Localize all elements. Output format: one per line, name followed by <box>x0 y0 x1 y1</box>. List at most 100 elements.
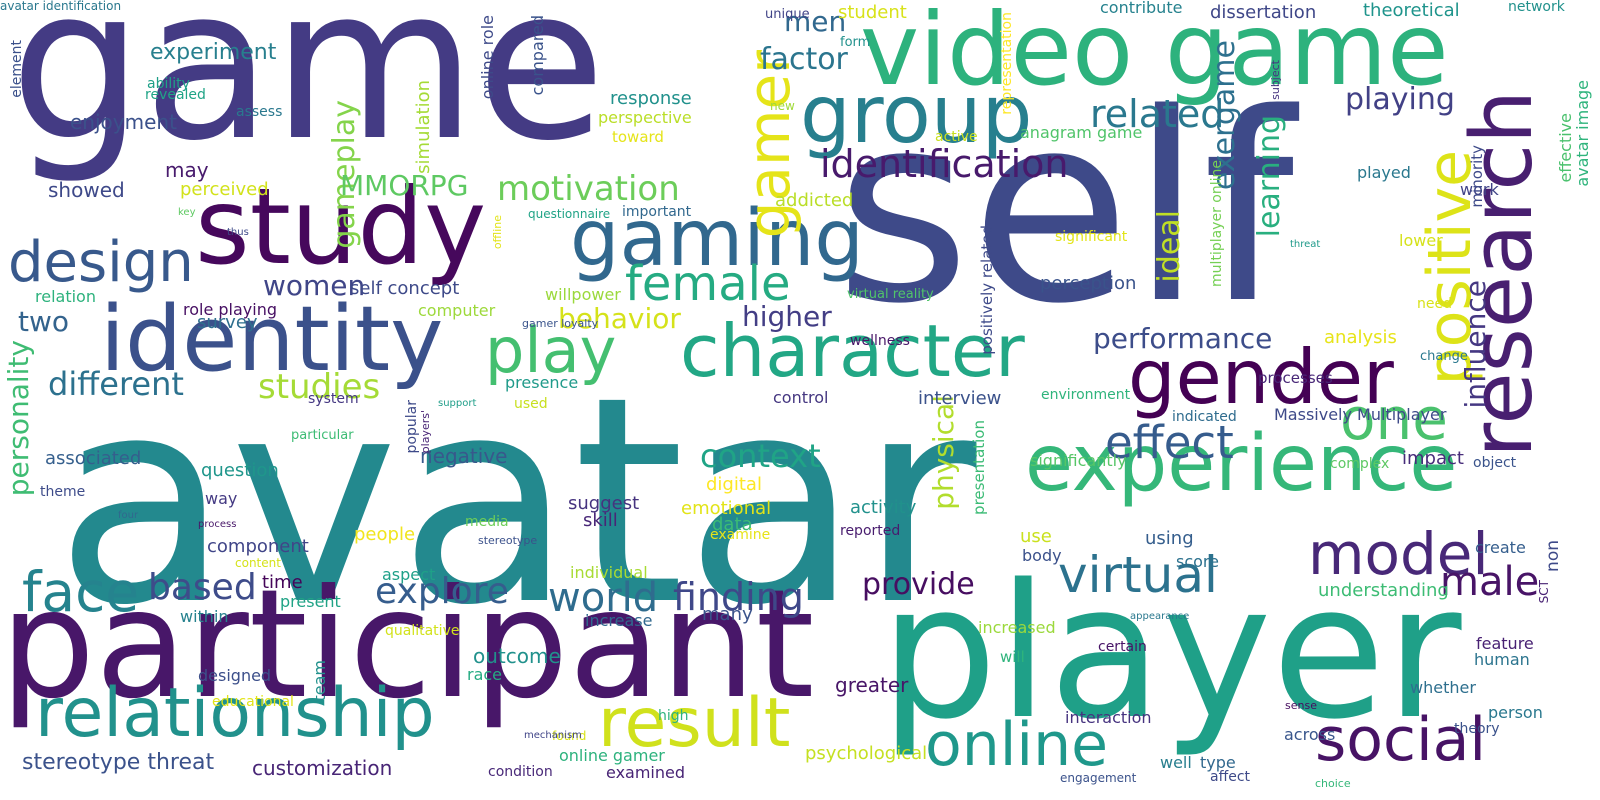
word-many: many <box>702 604 753 625</box>
word-negative: negative <box>420 444 508 468</box>
word-personality: personality <box>2 340 35 497</box>
word-learning: learning <box>1252 115 1287 238</box>
word-component: component <box>207 536 309 557</box>
word-presentation: presentation <box>970 420 988 515</box>
word-revealed: revealed <box>145 87 206 103</box>
word-theory: theory <box>1454 721 1500 737</box>
word-effective: effective <box>1556 113 1575 183</box>
word-online: online <box>925 710 1109 780</box>
word-self-concept: self concept <box>350 278 460 299</box>
word-understanding: understanding <box>1318 580 1449 601</box>
word-self: self <box>835 59 1295 361</box>
word-perceived: perceived <box>180 179 269 200</box>
word-mmorpg: MMORPG <box>340 169 469 202</box>
word-perception: perception <box>1040 273 1137 294</box>
word-complex: complex <box>1330 456 1390 472</box>
word-sct: SCT <box>1537 580 1551 604</box>
word-relation: relation <box>35 287 96 306</box>
word-person: person <box>1488 703 1543 722</box>
word-body: body <box>1022 546 1062 565</box>
word-social: social <box>1315 705 1487 775</box>
word-dissertation: dissertation <box>1210 2 1317 23</box>
word-enjoyment: enjoyment <box>70 110 177 134</box>
word-condition: condition <box>488 764 553 780</box>
word-element: element <box>9 40 25 98</box>
word-present: present <box>280 592 341 611</box>
word-simulation: simulation <box>413 80 434 174</box>
word-finding: finding <box>673 575 804 619</box>
word-across: across <box>1284 725 1336 744</box>
word-result: result <box>598 684 791 763</box>
word-examined: examined <box>606 763 686 782</box>
word-use: use <box>1020 526 1052 547</box>
word-lower: lower <box>1399 231 1443 250</box>
word-change: change <box>1420 349 1468 364</box>
word-massively-multiplayer: Massively Multiplayer <box>1274 405 1447 424</box>
word-impact: impact <box>1402 448 1464 469</box>
word-customization: customization <box>252 756 393 780</box>
word-toward: toward <box>612 128 664 146</box>
word-survey: survey <box>197 312 258 333</box>
word-assess: assess <box>236 104 283 120</box>
word-participant: participant <box>0 558 815 732</box>
word-willpower: willpower <box>545 285 621 304</box>
word-representation: representation <box>999 12 1015 115</box>
word-time: time <box>262 572 303 593</box>
word-whether: whether <box>1410 678 1476 697</box>
word-qualitative: qualitative <box>385 623 460 639</box>
word-player: player <box>880 544 1462 760</box>
word-video-game: video game <box>860 0 1449 108</box>
word-type: type <box>1200 753 1236 772</box>
word-suggest: suggest <box>568 493 640 514</box>
word-avatar-identification: avatar identification <box>0 0 122 13</box>
word-student: student <box>838 2 907 23</box>
word-one: one <box>1340 385 1448 453</box>
word-presence: presence <box>505 373 579 392</box>
word-indicated: indicated <box>1172 409 1237 425</box>
word-role-playing: role playing <box>183 300 278 319</box>
word-emotional: emotional <box>681 498 772 519</box>
word-different: different <box>48 365 184 403</box>
word-support: support <box>438 398 477 409</box>
word-four: four <box>118 510 139 521</box>
word-human: human <box>1474 650 1530 669</box>
word-create: create <box>1475 538 1526 557</box>
word-questionnaire: questionnaire <box>528 207 611 221</box>
word-increased: increased <box>978 618 1056 637</box>
word-activity: activity <box>850 497 917 518</box>
word-affect: affect <box>1210 769 1251 785</box>
word-media: media <box>465 514 509 530</box>
word-process: process <box>198 519 237 530</box>
word-character: character <box>680 309 1025 393</box>
word-using: using <box>1145 528 1194 549</box>
word-within: within <box>180 607 229 626</box>
word-played: played <box>1357 163 1411 182</box>
word-non: non <box>1543 540 1563 572</box>
word-important: important <box>622 204 692 220</box>
word-used: used <box>514 396 548 412</box>
word-explore: explore <box>375 571 509 612</box>
word-ability: ability <box>147 76 190 92</box>
word-influence: influence <box>1459 280 1492 409</box>
word-virtual-reality: virtual reality <box>847 287 934 302</box>
word-men: men <box>784 5 847 38</box>
word-score: score <box>1176 552 1219 571</box>
word-studies: studies <box>258 367 381 407</box>
word-psychological: psychological <box>805 743 928 764</box>
word-face: face <box>22 560 140 624</box>
word-performance: performance <box>1093 322 1273 355</box>
word-minority: minority <box>1468 145 1486 208</box>
word-stereotype: stereotype <box>478 534 538 547</box>
word-perspective: perspective <box>598 108 692 127</box>
word-significant: significant <box>1055 229 1128 245</box>
word-online-gamer: online gamer <box>559 746 665 765</box>
word-online-role: online role <box>478 15 497 100</box>
word-content: content <box>235 556 281 570</box>
word-thus: thus <box>227 227 249 238</box>
word-compared: compared <box>528 15 547 96</box>
word-model: model <box>1308 520 1489 588</box>
word-factor: factor <box>760 42 848 77</box>
word-two: two <box>18 305 70 338</box>
word-control: control <box>773 388 829 407</box>
